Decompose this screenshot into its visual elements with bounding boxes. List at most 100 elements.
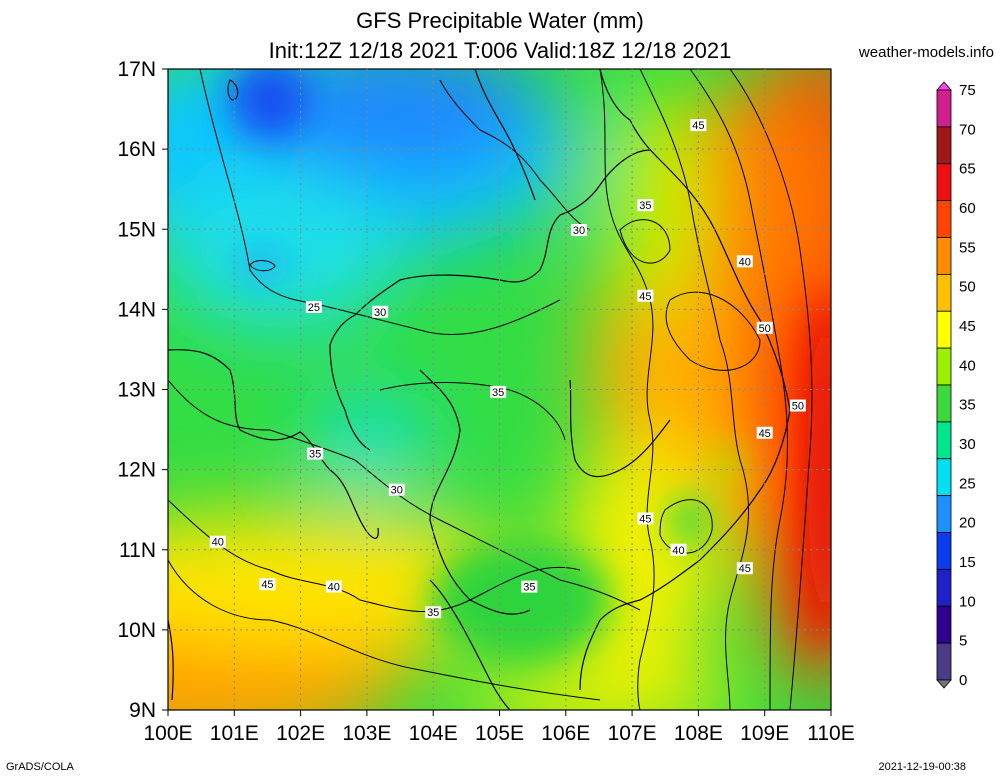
contour-label-bg (756, 426, 773, 439)
chart-title: GFS Precipitable Water (mm) (356, 8, 644, 33)
colorbar-segment (936, 273, 952, 312)
lon-tick-label: 102E (276, 722, 325, 745)
contour-label: 30 (573, 225, 585, 237)
contour-label-bg (637, 512, 654, 525)
colorbar-segment (936, 532, 952, 570)
contour-label-bg (637, 199, 654, 212)
colorbar-label: 55 (959, 239, 976, 256)
lat-tick-label: 15N (117, 218, 156, 241)
contour-labels: 45 35 30 40 45 25 30 50 35 50 45 35 30 45 40 40 45 45 40 35… (209, 119, 806, 619)
country-borders (168, 69, 791, 710)
gridlines (168, 69, 831, 710)
colorbar-segment (936, 347, 952, 386)
lat-tick-label: 9N (129, 699, 156, 722)
lon-tick-label: 110E (807, 722, 855, 745)
contour-label-bg (388, 483, 405, 496)
colorbar-segment (936, 495, 952, 533)
colorbar-label: 25 (959, 475, 976, 492)
colorbar-segment (936, 310, 952, 349)
contour-label: 35 (523, 582, 535, 594)
colorbar-segment (936, 126, 952, 165)
lat-tick-label: 13N (117, 379, 156, 402)
colorbar-label: 5 (959, 633, 967, 650)
contour-label-bg (736, 562, 753, 575)
contour-label: 35 (639, 200, 651, 212)
contour-label-bg (670, 543, 687, 556)
lon-tick-label: 103E (342, 722, 391, 745)
contour-label-bg (637, 289, 654, 302)
contour-label-bg (490, 385, 507, 398)
colorbar-label: 75 (959, 82, 976, 99)
contour-label-bg (521, 580, 538, 593)
lat-tick-label: 11N (119, 539, 156, 562)
lat-tick-label: 10N (117, 619, 156, 642)
contour-label: 35 (492, 387, 504, 399)
contour-label: 45 (639, 514, 651, 526)
colorbar-label: 15 (959, 554, 976, 571)
lon-tick-label: 105E (475, 722, 524, 745)
lat-tick-label: 16N (117, 138, 156, 161)
colorbar-segment (936, 458, 952, 497)
contour-label: 45 (759, 428, 771, 440)
contour-label: 25 (308, 302, 320, 314)
colorbar-segment (936, 605, 952, 644)
colorbar-label: 40 (959, 357, 976, 374)
colorbar-segment (936, 384, 952, 423)
contour-label-bg (307, 447, 324, 460)
contour-label-bg (736, 255, 753, 268)
lon-tick-label: 108E (674, 722, 723, 745)
lon-tick-label: 109E (740, 722, 789, 745)
lon-tick-label: 100E (143, 722, 192, 745)
contour-label: 40 (739, 256, 751, 268)
colorbar-label: 50 (959, 279, 976, 296)
contour-label: 40 (328, 582, 340, 594)
lon-tick-label: 101E (210, 722, 259, 745)
colorbar-label: 0 (959, 672, 967, 689)
contour-label-bg (209, 535, 226, 548)
contour-label: 40 (212, 537, 224, 549)
lon-tick-label: 104E (409, 722, 458, 745)
colorbar-label: 35 (959, 397, 976, 414)
contour-label: 30 (374, 307, 386, 319)
contour-label-bg (259, 578, 276, 591)
contour-label-bg (571, 224, 588, 237)
site-credit: weather-models.info (858, 44, 994, 61)
contour-label: 45 (692, 120, 704, 132)
lon-tick-label: 106E (541, 722, 590, 745)
contour-label-bg (789, 399, 806, 412)
contour-label-bg (425, 606, 442, 619)
footer-credit: GrADS/COLA (6, 761, 74, 773)
contour-label: 50 (792, 401, 804, 413)
contour-label: 45 (639, 291, 651, 303)
colorbar-segment (936, 642, 952, 681)
colorbar-label: 45 (959, 318, 976, 335)
contour-label-bg (690, 119, 707, 132)
chart-subtitle: Init:12Z 12/18 2021 T:006 Valid:18Z 12/1… (268, 38, 732, 63)
colorbar-top-arrow (936, 81, 952, 91)
contour-label-bg (372, 305, 389, 318)
colorbar-label: 10 (959, 593, 976, 610)
contour-label-bg (325, 580, 342, 593)
contour-label: 45 (261, 579, 273, 591)
colorbar-segment (936, 89, 952, 128)
contour-label-bg (756, 321, 773, 334)
footer-timestamp: 2021-12-19-00:38 (878, 761, 966, 773)
latitude-labels: 17N 16N 15N 14N 13N 12N 11N 10N 9N (117, 58, 168, 722)
colorbar-segment (936, 421, 952, 460)
colorbar-label: 70 (959, 121, 976, 138)
colorbar-segment (936, 200, 952, 238)
contour-label-bg (305, 300, 322, 313)
contour-label: 50 (759, 323, 771, 335)
longitude-labels: 100E 101E 102E 103E 104E 105E 106E 107E 108E 109E… (143, 710, 855, 745)
contour-label: 35 (309, 449, 321, 461)
contour-label: 45 (739, 563, 751, 575)
colorbar-label: 60 (959, 200, 976, 217)
colorbar-label: 20 (959, 515, 976, 532)
colorbar-segment (936, 237, 952, 275)
lat-tick-label: 14N (117, 298, 156, 321)
colorbar-label: 65 (959, 161, 976, 178)
contour-label: 35 (427, 607, 439, 619)
lat-tick-label: 12N (117, 459, 156, 482)
